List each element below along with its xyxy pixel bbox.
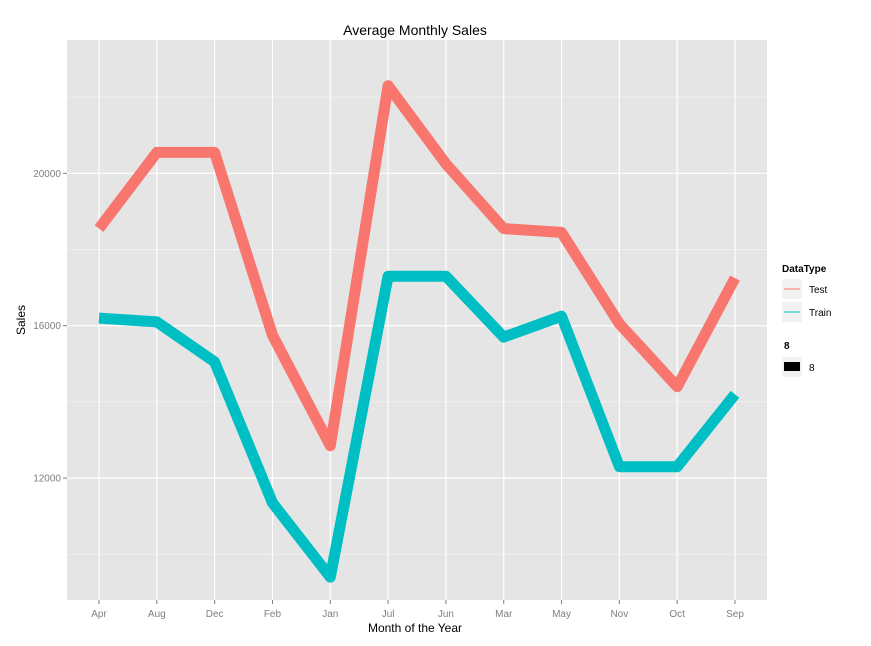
x-tick-label: Oct [669,609,685,620]
x-tick-label: Jul [382,609,395,620]
series-line-test [94,80,740,452]
y-axis-ticks: 12000 16000 20000 [33,169,67,485]
x-tick-label: May [552,609,571,620]
x-axis-title: Month of the Year [368,621,462,635]
legend-title-datatype: DataType [782,264,827,275]
x-tick-label: Apr [91,609,107,620]
series-line-train [98,270,740,583]
legend-title-size: 8 [784,341,790,352]
x-tick-label: Jan [322,609,338,620]
x-tick-label: Sep [726,609,744,620]
legend-label-train: Train [809,308,831,319]
y-tick-label: 16000 [33,321,61,332]
y-tick-label: 12000 [33,474,61,485]
legend-label-size: 8 [809,363,815,374]
chart-title: Average Monthly Sales [343,22,487,38]
x-tick-label: Aug [148,609,166,620]
x-tick-label: Nov [610,609,628,620]
x-tick-label: Jun [438,609,454,620]
y-axis-title: Sales [14,305,28,335]
legend-swatch-size [784,362,800,371]
series-layer [94,80,740,583]
y-tick-label: 20000 [33,169,61,180]
x-tick-label: Feb [264,609,282,620]
x-tick-label: Dec [206,609,224,620]
x-tick-label: Mar [495,609,513,620]
legend: DataType Test Train 8 8 [782,264,831,377]
x-axis-ticks: Apr Aug Dec Feb Jan Jul Jun Mar May Nov Oct Sep [91,600,744,620]
legend-label-test: Test [809,285,828,296]
